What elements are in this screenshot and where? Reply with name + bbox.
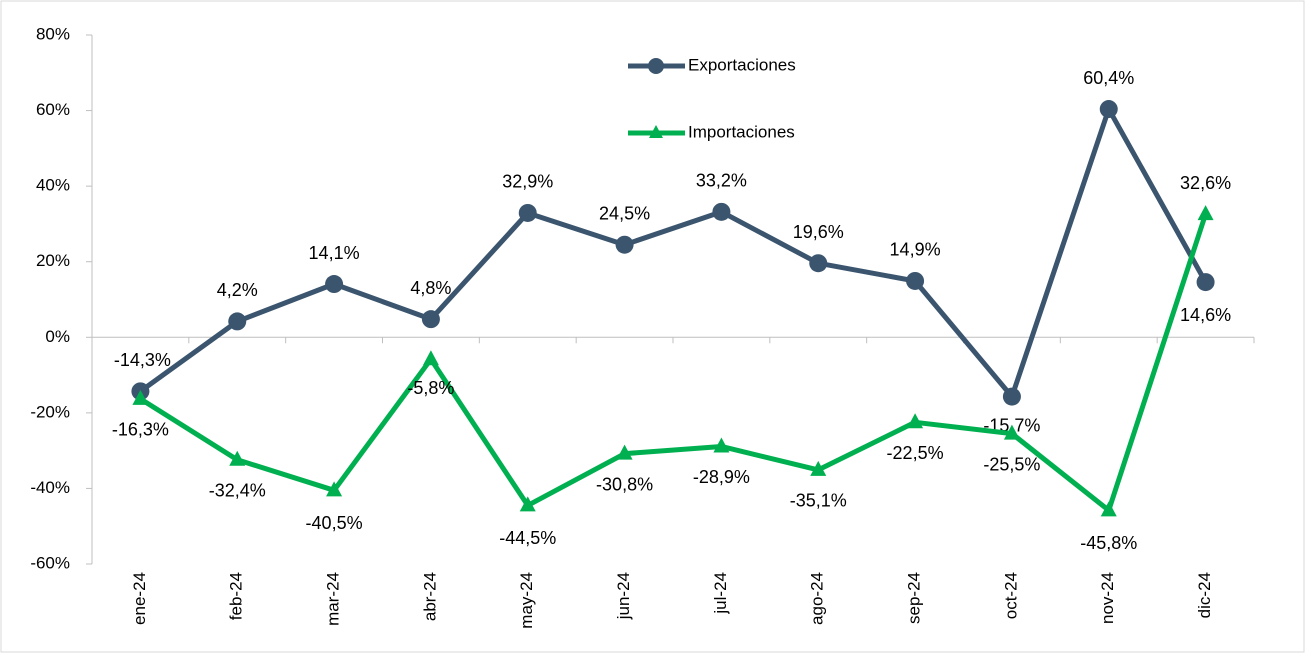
data-label: 19,6% xyxy=(793,222,844,242)
marker xyxy=(907,413,924,429)
marker xyxy=(326,481,343,497)
data-label: -22,5% xyxy=(887,443,944,463)
marker xyxy=(1196,273,1215,292)
y-tick-label: 80% xyxy=(36,24,70,43)
legend-label: Exportaciones xyxy=(688,55,796,74)
data-label: -35,1% xyxy=(790,491,847,511)
x-tick-label: may-24 xyxy=(517,572,536,629)
marker xyxy=(229,450,246,466)
data-label: 32,9% xyxy=(502,172,553,192)
data-label: -28,9% xyxy=(693,467,750,487)
x-tick-label: ago-24 xyxy=(808,572,827,625)
data-label: -40,5% xyxy=(306,513,363,533)
marker xyxy=(712,202,731,221)
data-label: -44,5% xyxy=(499,528,556,548)
marker xyxy=(615,235,634,254)
marker xyxy=(421,310,440,329)
x-tick-label: abr-24 xyxy=(420,572,439,621)
marker xyxy=(132,389,149,405)
x-tick-label: mar-24 xyxy=(324,572,343,626)
marker xyxy=(713,437,730,453)
y-tick-label: -40% xyxy=(30,478,70,497)
marker xyxy=(1197,205,1214,221)
y-tick-label: -20% xyxy=(30,402,70,421)
data-label: 33,2% xyxy=(696,171,747,191)
marker xyxy=(906,271,925,290)
marker xyxy=(518,203,537,222)
data-label: 4,8% xyxy=(410,278,451,298)
x-tick-label: jun-24 xyxy=(614,572,633,620)
y-tick-label: 20% xyxy=(36,251,70,270)
data-label: 60,4% xyxy=(1083,68,1134,88)
data-label: 4,2% xyxy=(217,280,258,300)
data-label: 24,5% xyxy=(599,203,650,223)
data-label: -5,8% xyxy=(407,378,454,398)
x-tick-label: dic-24 xyxy=(1195,572,1214,618)
series-line xyxy=(139,213,1208,513)
data-label: 32,6% xyxy=(1180,173,1231,193)
y-tick-label: 40% xyxy=(36,176,70,195)
marker xyxy=(228,312,247,331)
x-tick-label: sep-24 xyxy=(905,572,924,624)
marker xyxy=(519,496,536,512)
x-tick-label: ene-24 xyxy=(130,572,149,625)
data-label: 14,1% xyxy=(309,243,360,263)
y-tick-label: 0% xyxy=(45,327,70,346)
x-tick-label: nov-24 xyxy=(1098,572,1117,624)
data-label: -25,5% xyxy=(983,454,1040,474)
marker xyxy=(1002,387,1021,406)
data-label: -14,3% xyxy=(114,350,171,370)
marker xyxy=(616,444,633,460)
marker xyxy=(1003,424,1020,440)
marker xyxy=(422,350,439,366)
y-tick-label: -60% xyxy=(30,553,70,572)
data-label: 14,9% xyxy=(890,240,941,260)
marker xyxy=(325,275,344,294)
data-label: -30,8% xyxy=(596,474,653,494)
x-tick-label: jul-24 xyxy=(711,572,730,615)
legend-marker xyxy=(648,58,664,74)
data-label: -45,8% xyxy=(1080,533,1137,553)
marker xyxy=(1100,501,1117,517)
x-tick-label: feb-24 xyxy=(227,572,246,620)
data-label: -32,4% xyxy=(209,480,266,500)
data-label: 14,6% xyxy=(1180,305,1231,325)
series-line xyxy=(138,106,1208,400)
data-label: -16,3% xyxy=(112,420,169,440)
marker xyxy=(1099,100,1118,119)
legend-label: Importaciones xyxy=(688,122,795,141)
marker xyxy=(809,254,828,273)
marker xyxy=(810,460,827,476)
x-tick-label: oct-24 xyxy=(1001,572,1020,619)
legend-marker xyxy=(649,125,663,138)
y-tick-label: 60% xyxy=(36,100,70,119)
